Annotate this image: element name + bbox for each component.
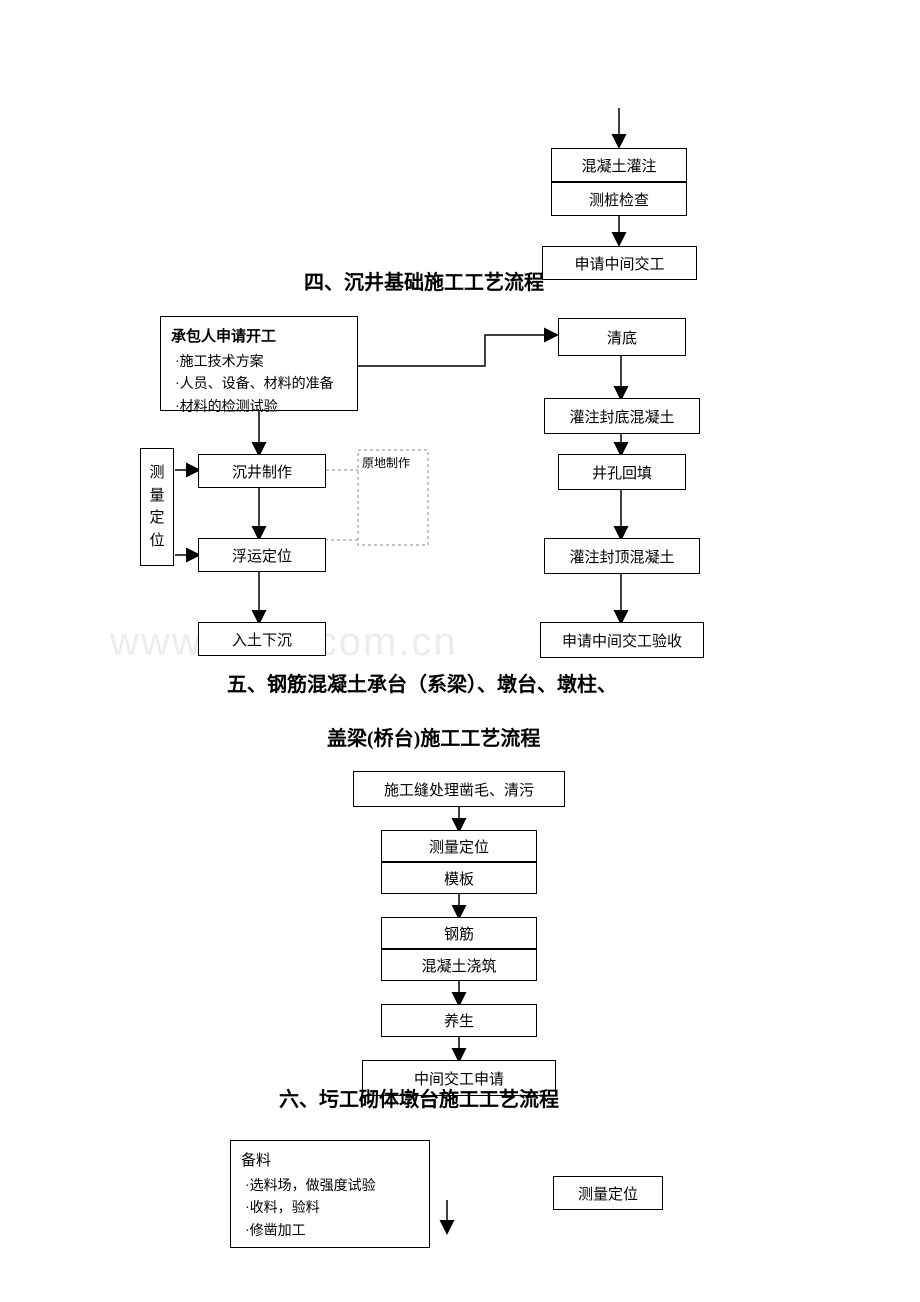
prep-title: 备料 <box>241 1149 271 1170</box>
box-s5-1: 施工缝处理凿毛、清污 <box>353 771 565 807</box>
label: 申请中间交工 <box>574 253 664 274</box>
box-float-position: 浮运定位 <box>198 538 326 572</box>
label: 测量定位 <box>578 1183 638 1204</box>
box-s5-6: 养生 <box>381 1004 537 1037</box>
label: 混凝土浇筑 <box>421 955 496 976</box>
box-apply-accept: 申请中间交工验收 <box>540 622 704 658</box>
prep-bullet-2: ·收料，验料 <box>241 1198 320 1220</box>
label: 浮运定位 <box>232 545 292 566</box>
label: 灌注封底混凝土 <box>569 406 674 427</box>
contractor-bullet-2: ·人员、设备、材料的准备 <box>171 374 334 396</box>
box-s5-4: 钢筋 <box>381 917 537 949</box>
box-contractor-apply: 承包人申请开工 ·施工技术方案 ·人员、设备、材料的准备 ·材料的检测试验 <box>160 316 358 411</box>
heading-5-line2: 盖梁(桥台)施工工艺流程 <box>327 722 540 751</box>
label: 沉井制作 <box>232 461 292 482</box>
contractor-title: 承包人申请开工 <box>171 325 276 346</box>
label: 测量定位 <box>429 836 489 857</box>
label: 施工缝处理凿毛、清污 <box>384 779 534 800</box>
box-measure-position-vertical: 测 量 定 位 <box>140 448 174 566</box>
box-concrete-pour: 混凝土灌注 <box>551 148 687 182</box>
box-s5-2: 测量定位 <box>381 830 537 862</box>
label: 清底 <box>607 327 637 348</box>
box-sink: 入土下沉 <box>198 622 326 656</box>
label: 模板 <box>444 868 474 889</box>
label: 钢筋 <box>444 923 474 944</box>
box-s5-3: 模板 <box>381 862 537 894</box>
box-pour-bottom: 灌注封底混凝土 <box>544 398 700 434</box>
box-clear-bottom: 清底 <box>558 318 686 356</box>
label: 井孔回填 <box>592 462 652 483</box>
label: 入土下沉 <box>232 629 292 650</box>
label: 养生 <box>444 1010 474 1031</box>
box-pour-top: 灌注封顶混凝土 <box>544 538 700 574</box>
label: 测桩检查 <box>589 189 649 210</box>
label-local-make: 原地制作 <box>362 454 410 471</box>
label: 申请中间交工验收 <box>562 630 682 651</box>
contractor-bullet-3: ·材料的检测试验 <box>171 397 278 419</box>
box-prep-materials: 备料 ·选料场，做强度试验 ·收料，验料 ·修凿加工 <box>230 1140 430 1248</box>
box-backfill: 井孔回填 <box>558 454 686 490</box>
box-pile-check: 测桩检查 <box>551 182 687 216</box>
box-well-make: 沉井制作 <box>198 454 326 488</box>
heading-6: 六、圬工砌体墩台施工工艺流程 <box>279 1083 559 1112</box>
box-s6-measure: 测量定位 <box>553 1176 663 1210</box>
label: 混凝土灌注 <box>581 155 656 176</box>
heading-5-line1: 五、钢筋混凝土承台（系梁）、墩台、墩柱、 <box>227 668 617 697</box>
box-s5-5: 混凝土浇筑 <box>381 949 537 981</box>
label: 测 量 定 位 <box>149 462 164 552</box>
prep-bullet-1: ·选料场，做强度试验 <box>241 1176 376 1198</box>
label: 灌注封顶混凝土 <box>569 546 674 567</box>
box-apply-interim: 申请中间交工 <box>542 246 697 280</box>
heading-4: 四、沉井基础施工工艺流程 <box>304 266 544 295</box>
prep-bullet-3: ·修凿加工 <box>241 1221 306 1243</box>
contractor-bullet-1: ·施工技术方案 <box>171 352 264 374</box>
